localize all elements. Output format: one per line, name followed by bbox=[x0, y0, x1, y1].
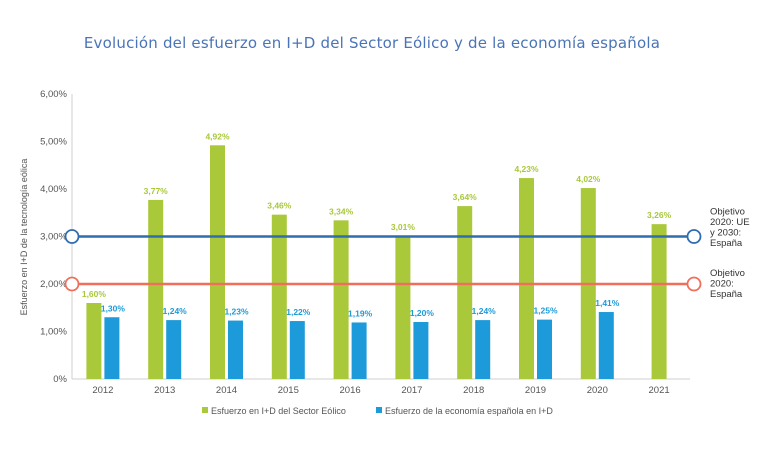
data-label-sector-eolico: 1,60% bbox=[82, 289, 107, 299]
bar-economia-espanola bbox=[475, 320, 491, 379]
y-tick-label: 6,00% bbox=[40, 89, 67, 100]
y-tick-label: 0% bbox=[53, 374, 67, 385]
reference-line-label: y 2030: bbox=[710, 228, 741, 239]
bar-sector-eolico bbox=[271, 214, 287, 379]
data-label-sector-eolico: 3,26% bbox=[647, 210, 672, 220]
y-tick-label: 4,00% bbox=[40, 184, 67, 195]
bar-economia-espanola bbox=[228, 320, 243, 379]
legend-swatch-sector-eolico bbox=[202, 407, 208, 413]
x-tick-label: 2012 bbox=[92, 385, 113, 396]
reference-marker-left bbox=[64, 229, 80, 244]
bar-sector-eolico bbox=[651, 224, 667, 379]
bar-economia-espanola bbox=[166, 320, 182, 379]
bar-economia-espanola bbox=[598, 312, 614, 379]
x-tick-label: 2015 bbox=[278, 385, 299, 396]
data-label-economia-espanola: 1,25% bbox=[533, 306, 558, 316]
data-label-economia-espanola: 1,20% bbox=[410, 308, 435, 318]
x-tick-label: 2020 bbox=[587, 385, 608, 396]
reference-marker-right bbox=[686, 229, 702, 244]
reference-marker-right bbox=[686, 276, 702, 292]
y-tick-label: 1,00% bbox=[40, 327, 67, 338]
x-tick-label: 2013 bbox=[154, 385, 175, 396]
data-label-economia-espanola: 1,30% bbox=[101, 303, 126, 313]
data-label-sector-eolico: 3,77% bbox=[144, 186, 169, 196]
bar-sector-eolico bbox=[395, 236, 411, 379]
y-tick-label: 2,00% bbox=[40, 279, 67, 290]
legend-label-economia-espanola: Esfuerzo de la economía española en I+D bbox=[385, 406, 553, 416]
data-label-sector-eolico: 3,01% bbox=[391, 222, 416, 232]
bar-economia-espanola bbox=[104, 317, 120, 379]
x-tick-label: 2018 bbox=[463, 385, 484, 396]
y-tick-label: 3,00% bbox=[40, 232, 67, 243]
data-label-economia-espanola: 1,24% bbox=[163, 306, 188, 316]
x-tick-label: 2016 bbox=[340, 385, 361, 396]
legend-swatch-economia-espanola bbox=[376, 407, 382, 413]
bar-economia-espanola bbox=[537, 319, 552, 379]
data-label-economia-espanola: 1,24% bbox=[472, 306, 497, 316]
reference-line-label: España bbox=[710, 289, 743, 300]
data-label-sector-eolico: 3,46% bbox=[267, 201, 292, 211]
data-label-economia-espanola: 1,23% bbox=[224, 307, 249, 317]
chart-title: Evolución del esfuerzo en I+D del Sector… bbox=[84, 34, 660, 52]
reference-line-label: 2020: bbox=[710, 279, 734, 290]
data-label-sector-eolico: 4,02% bbox=[576, 174, 601, 184]
bar-sector-eolico bbox=[333, 220, 349, 379]
data-label-sector-eolico: 4,23% bbox=[514, 164, 539, 174]
y-tick-label: 5,00% bbox=[40, 137, 67, 148]
data-label-economia-espanola: 1,41% bbox=[595, 298, 620, 308]
reference-marker-left bbox=[64, 276, 80, 292]
bar-sector-eolico bbox=[148, 199, 164, 379]
reference-line-label: 2020: UE bbox=[710, 217, 750, 228]
bar-sector-eolico bbox=[86, 303, 102, 379]
bar-economia-espanola bbox=[289, 321, 305, 379]
bar-sector-eolico bbox=[457, 206, 473, 379]
legend-label-sector-eolico: Esfuerzo en I+D del Sector Eólico bbox=[211, 406, 346, 416]
y-axis-label: Esfuerzo en I+D de la tecnología eólica bbox=[19, 159, 29, 316]
bar-sector-eolico bbox=[519, 178, 534, 379]
data-label-sector-eolico: 3,34% bbox=[329, 206, 354, 216]
bar-economia-espanola bbox=[351, 322, 367, 379]
x-tick-label: 2014 bbox=[216, 385, 237, 396]
data-label-economia-espanola: 1,19% bbox=[348, 308, 373, 318]
data-label-sector-eolico: 4,92% bbox=[205, 131, 230, 141]
data-label-sector-eolico: 3,64% bbox=[453, 192, 478, 202]
x-tick-label: 2019 bbox=[525, 385, 546, 396]
reference-line-label: Objetivo bbox=[710, 268, 745, 279]
reference-line-label: España bbox=[710, 238, 743, 249]
reference-line-label: Objetivo bbox=[710, 207, 745, 218]
bar-economia-espanola bbox=[413, 322, 429, 379]
bar-sector-eolico bbox=[210, 145, 225, 379]
x-tick-label: 2021 bbox=[649, 385, 670, 396]
x-tick-label: 2017 bbox=[401, 385, 422, 396]
data-label-economia-espanola: 1,22% bbox=[286, 307, 311, 317]
